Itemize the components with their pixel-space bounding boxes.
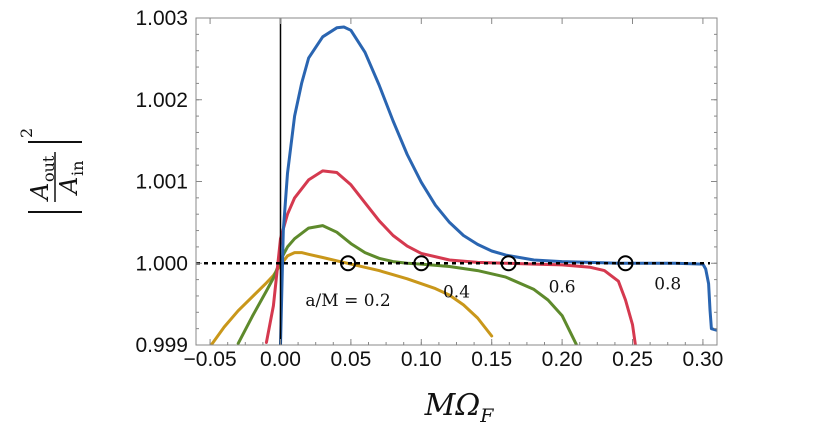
x-tick-label: 0.25 — [612, 348, 653, 371]
x-tick-label: 0.00 — [260, 348, 301, 371]
curve-label-1: a/M = 0.2 — [305, 291, 390, 311]
marker-circle-2 — [413, 255, 430, 272]
series-line-2 — [236, 224, 578, 345]
x-axis-label: MΩF — [424, 388, 495, 427]
y-label-den-main: A — [55, 177, 83, 196]
marker-circle-4 — [617, 255, 634, 272]
series-line-3 — [264, 169, 637, 345]
y-label-den-sub: in — [68, 161, 87, 176]
marker-circle-3 — [500, 255, 517, 272]
y-tick-label: 1.002 — [135, 89, 188, 112]
marker-layer — [196, 18, 710, 345]
y-tick-label: 1.003 — [135, 7, 188, 30]
series-line-1 — [209, 251, 494, 345]
marker-circle-1 — [340, 255, 357, 272]
y-label-power: 2 — [17, 128, 36, 138]
y-tick-label: 0.999 — [135, 334, 188, 357]
x-axis-label-main: MΩ — [424, 388, 481, 423]
annotation-layer: a/M = 0.2 0.4 0.6 0.8 — [305, 274, 681, 310]
tick-layer: −0.05 0.00 0.05 0.10 0.15 0.20 0.25 0.30 0.999 1.… — [135, 7, 723, 371]
curve-label-2: 0.4 — [443, 283, 470, 303]
y-label-num-sub: out — [39, 155, 58, 182]
x-tick-label: 0.30 — [682, 348, 723, 371]
x-tick-label: 0.20 — [542, 348, 583, 371]
x-axis-label-sub: F — [479, 405, 494, 427]
y-tick-label: 1.001 — [135, 171, 188, 194]
x-tick-label: 0.10 — [401, 348, 442, 371]
curve-label-3: 0.6 — [549, 278, 576, 298]
curve-label-4: 0.8 — [654, 274, 681, 294]
x-tick-label: 0.05 — [330, 348, 371, 371]
y-label-num-main: A — [26, 183, 54, 202]
y-axis-label: A out A in 2 — [17, 128, 87, 213]
x-tick-label: −0.05 — [184, 348, 237, 371]
x-tick-label: 0.15 — [471, 348, 512, 371]
y-tick-label: 1.000 — [135, 252, 188, 275]
